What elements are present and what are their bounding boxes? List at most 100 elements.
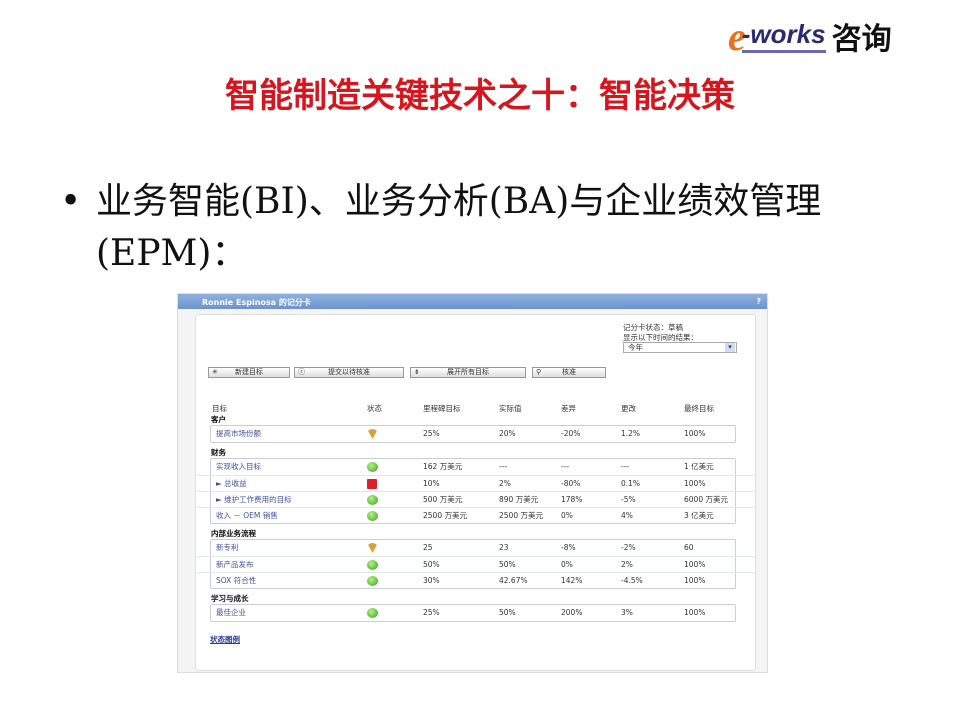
goal-link[interactable]: 提高市场份额	[216, 429, 261, 438]
status-green-icon	[367, 608, 378, 618]
cell-change: 3%	[621, 608, 633, 617]
column-header: 更改	[621, 404, 636, 413]
section-header: 财务	[211, 448, 226, 457]
submit-approval-button[interactable]: ⓡ 提交以待核准	[294, 367, 404, 378]
section-group	[210, 425, 736, 443]
approve-button[interactable]: ⚲ 核准	[532, 367, 606, 378]
section-header: 学习与成长	[211, 594, 249, 603]
slide-title: 智能制造关键技术之十：智能决策	[225, 76, 735, 116]
table-row[interactable]: 新产品发布 50% 50% 0% 2% 100%	[196, 556, 757, 572]
cell-variance: 0%	[561, 560, 573, 569]
logo-consult: 咨询	[831, 22, 892, 57]
period-label: 显示以下时间的结果：	[623, 333, 698, 342]
cell-actual: 23	[499, 543, 509, 552]
cell-milestone: 25	[423, 543, 433, 552]
table-row[interactable]: 收入 － OEM 销售 2500 万美元 2500 万美元 0% 4% 3 亿美元	[196, 507, 757, 523]
button-icon: ⚲	[536, 368, 542, 376]
bullet-item: • 业务智能(BI)、业务分析(BA)与企业绩效管理(EPM)：	[60, 176, 920, 280]
table-row[interactable]: 新专利 25 23 -8% -2% 60	[196, 540, 757, 556]
table-row[interactable]: SOX 符合性 30% 42.67% 142% -4.5% 100%	[196, 572, 757, 588]
cell-actual: ---	[499, 462, 508, 471]
cell-final: 100%	[684, 560, 706, 569]
cell-final: 60	[684, 543, 694, 552]
period-select[interactable]: 今年 ▾	[623, 342, 737, 353]
table-row[interactable]: ► 维护工作费用的目标 500 万美元 890 万美元 178% -5% 6000 万美元	[196, 491, 757, 507]
section-header: 客户	[211, 415, 226, 424]
section-group	[210, 604, 736, 622]
bullet-dot: •	[60, 181, 82, 222]
chevron-down-icon[interactable]: ▾	[725, 343, 735, 352]
status-yellow-icon	[367, 429, 378, 439]
goal-link[interactable]: SOX 符合性	[216, 576, 257, 585]
button-icon: ⓡ	[298, 368, 305, 376]
cell-milestone: 2500 万美元	[423, 511, 467, 520]
expand-all-button[interactable]: ⇟ 展开所有目标	[410, 367, 526, 378]
scorecard-panel: 记分卡状态：草稿 显示以下时间的结果： 今年 ▾ ✳ 新建目标 ⓡ 提交以待核准 ⇟ 展开所有…	[195, 314, 757, 671]
status-green-icon	[367, 560, 378, 570]
button-label: 核准	[562, 368, 576, 376]
cell-milestone: 30%	[423, 576, 440, 585]
button-icon: ⇟	[414, 368, 420, 376]
cell-actual: 42.67%	[499, 576, 528, 585]
cell-final: 100%	[684, 608, 706, 617]
cell-change: 1.2%	[621, 429, 641, 438]
column-header: 里程碑目标	[423, 404, 461, 413]
cell-variance: 142%	[561, 576, 583, 585]
cell-change: 4%	[621, 511, 633, 520]
cell-milestone: 10%	[423, 479, 440, 488]
cell-actual: 890 万美元	[499, 495, 539, 504]
cell-actual: 2%	[499, 479, 511, 488]
cell-final: 1 亿美元	[684, 462, 714, 471]
table-row[interactable]: 实现收入目标 162 万美元 --- --- --- 1 亿美元	[196, 459, 757, 475]
column-header: 最终目标	[684, 404, 714, 413]
cell-variance: -20%	[561, 429, 581, 438]
cell-variance: -80%	[561, 479, 581, 488]
goal-link[interactable]: 收入 － OEM 销售	[216, 511, 278, 520]
new-goal-button[interactable]: ✳ 新建目标	[208, 367, 290, 378]
eworks-logo: e -works 咨询	[728, 13, 892, 59]
status-yellow-icon	[367, 543, 378, 553]
status-legend-link[interactable]: 状态图例	[210, 635, 240, 644]
status-green-icon	[367, 511, 378, 521]
cell-change: -5%	[621, 495, 636, 504]
button-label: 新建目标	[235, 368, 263, 376]
table-row[interactable]: 最佳企业 25% 50% 200% 3% 100%	[196, 605, 757, 621]
cell-final: 100%	[684, 479, 706, 488]
cell-actual: 50%	[499, 560, 516, 569]
help-icon[interactable]: ?	[756, 297, 761, 306]
button-label: 提交以待核准	[328, 368, 370, 376]
cell-milestone: 162 万美元	[423, 462, 463, 471]
goal-link[interactable]: 最佳企业	[216, 608, 246, 617]
bullet-text: 业务智能(BI)、业务分析(BA)与企业绩效管理(EPM)：	[96, 181, 822, 274]
cell-actual: 2500 万美元	[499, 511, 543, 520]
cell-variance: -8%	[561, 543, 576, 552]
goal-link[interactable]: ► 总收益	[216, 479, 247, 488]
logo-works: -works	[741, 19, 826, 53]
cell-milestone: 500 万美元	[423, 495, 463, 504]
goal-link[interactable]: 新产品发布	[216, 560, 254, 569]
cell-change: ---	[621, 462, 630, 471]
status-green-icon	[367, 462, 378, 472]
cell-actual: 50%	[499, 608, 516, 617]
cell-final: 100%	[684, 576, 706, 585]
scorecard-window: Ronnie Espinosa 的记分卡? 记分卡状态：草稿 显示以下时间的结果：…	[177, 293, 768, 673]
goal-link[interactable]: ► 维护工作费用的目标	[216, 495, 292, 504]
cell-milestone: 50%	[423, 560, 440, 569]
goal-link[interactable]: 实现收入目标	[216, 462, 261, 471]
table-row[interactable]: ► 总收益 10% 2% -80% 0.1% 100%	[196, 475, 757, 491]
cell-change: 0.1%	[621, 479, 641, 488]
period-value: 今年	[628, 343, 643, 352]
window-titlebar: Ronnie Espinosa 的记分卡?	[178, 294, 767, 309]
table-row[interactable]: 提高市场份额 25% 20% -20% 1.2% 100%	[196, 426, 757, 442]
cell-final: 6000 万美元	[684, 495, 728, 504]
cell-milestone: 25%	[423, 608, 440, 617]
goal-link[interactable]: 新专利	[216, 543, 239, 552]
cell-change: -4.5%	[621, 576, 643, 585]
column-header: 状态	[367, 404, 382, 413]
button-label: 展开所有目标	[447, 368, 489, 376]
logo-e: e	[728, 13, 746, 59]
cell-milestone: 25%	[423, 429, 440, 438]
cell-variance: ---	[561, 462, 570, 471]
section-header: 内部业务流程	[211, 529, 256, 538]
cell-final: 100%	[684, 429, 706, 438]
